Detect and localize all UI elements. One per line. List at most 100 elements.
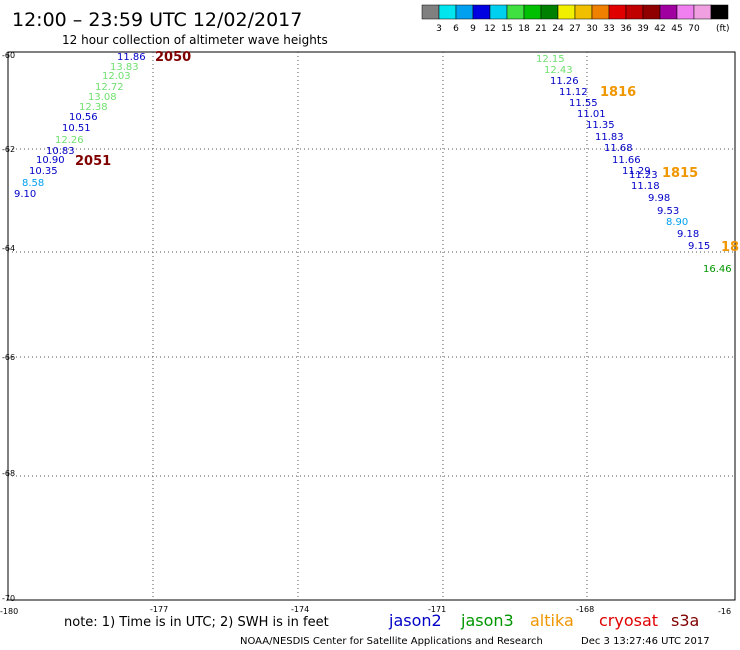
wave-height-value: 9.15 (688, 241, 710, 252)
legend-swatch (540, 4, 559, 20)
wave-height-value: 9.10 (14, 189, 36, 200)
legend-tick-label: 33 (603, 24, 614, 34)
wave-height-value: 10.90 (36, 155, 65, 166)
legend-tick-label: 18 (518, 24, 530, 34)
legend-tick-label: 30 (586, 24, 598, 34)
wave-height-value: 12.15 (536, 54, 565, 65)
pass-time-labels: 2050 2051 1816 1815 18 (75, 50, 739, 255)
longitude-labels: -180 -177 -174 -171 -168 -16 (0, 605, 731, 616)
color-legend: 3 6 9 12 15 18 21 24 27 30 33 36 39 42 45 70 (ft) (421, 4, 730, 34)
latitude-label: -66 (2, 353, 15, 362)
wave-height-value: 10.35 (29, 166, 58, 177)
legend-unit-label: (ft) (716, 24, 730, 34)
legend-swatch (693, 4, 712, 20)
map-subtitle: 12 hour collection of altimeter wave hei… (62, 33, 328, 47)
legend-tick-label: 39 (637, 24, 649, 34)
satellite-legend-s3a: s3a (671, 611, 699, 630)
wave-height-value: 12.26 (55, 135, 84, 146)
wave-height-value: 13.08 (88, 92, 117, 103)
wave-height-value: 10.56 (69, 112, 98, 123)
satellite-legend: jason2 jason3 altika cryosat s3a (388, 611, 699, 630)
map-frame (7, 51, 736, 601)
satellite-legend-jason2: jason2 (388, 611, 442, 630)
longitude-label: -171 (428, 605, 446, 614)
latitude-label: -60 (2, 51, 15, 60)
satellite-legend-altika: altika (530, 611, 574, 630)
longitude-label: -168 (576, 605, 594, 614)
legend-swatch (676, 4, 695, 20)
wave-height-value: 9.53 (657, 206, 679, 217)
wave-height-value: 9.18 (677, 229, 699, 240)
footer-credit: NOAA/NESDIS Center for Satellite Applica… (240, 636, 543, 647)
wave-height-value: 11.83 (595, 132, 624, 143)
wave-height-value: 8.90 (666, 217, 688, 228)
wave-height-value: 10.51 (62, 123, 91, 134)
legend-swatch (506, 4, 525, 20)
wave-height-value: 11.23 (629, 170, 658, 181)
legend-tick-label: 21 (535, 24, 546, 34)
pass-time-label: 18 (721, 240, 739, 255)
legend-tick-label: 27 (569, 24, 580, 34)
units-note: note: 1) Time is in UTC; 2) SWH is in fe… (64, 615, 329, 630)
pass-time-label: 2050 (155, 50, 191, 65)
legend-tick-label: 24 (552, 24, 564, 34)
wave-height-value: 11.68 (604, 143, 633, 154)
wave-height-value: 12.38 (79, 102, 108, 113)
pass-time-label: 1815 (662, 166, 698, 181)
longitude-label: -180 (0, 607, 18, 616)
legend-tick-label: 45 (671, 24, 682, 34)
legend-tick-label: 6 (453, 24, 459, 34)
wave-height-value: 12.03 (102, 71, 131, 82)
longitude-label: -174 (291, 605, 309, 614)
wave-height-value: 11.12 (559, 87, 588, 98)
legend-swatch (659, 4, 678, 20)
longitude-label: -16 (718, 607, 731, 616)
legend-swatch (642, 4, 661, 20)
legend-swatch (472, 4, 491, 20)
legend-swatch (574, 4, 593, 20)
latitude-label: -68 (2, 469, 15, 478)
wave-height-value: 9.98 (648, 193, 670, 204)
wave-height-value: 11.26 (550, 76, 579, 87)
map-title: 12:00 – 23:59 UTC 12/02/2017 (12, 9, 302, 31)
satellite-legend-cryosat: cryosat (599, 611, 658, 630)
legend-tick-label: 12 (484, 24, 495, 34)
legend-tick-label: 3 (436, 24, 442, 34)
legend-tick-label: 9 (470, 24, 476, 34)
map-grid (7, 51, 736, 601)
longitude-label: -177 (150, 605, 168, 614)
wave-height-value: 10.83 (46, 146, 75, 157)
latitude-label: -70 (2, 594, 15, 603)
legend-swatch (438, 4, 457, 20)
legend-swatch (523, 4, 542, 20)
legend-swatch (625, 4, 644, 20)
wave-height-value: 12.72 (95, 82, 124, 93)
legend-tick-label: 36 (620, 24, 632, 34)
legend-swatch (710, 4, 729, 20)
latitude-label: -64 (2, 244, 15, 253)
wave-height-value: 11.66 (612, 155, 641, 166)
legend-swatch (557, 4, 576, 20)
legend-swatch (455, 4, 474, 20)
wave-height-value: 11.29 (622, 166, 651, 177)
legend-swatch (608, 4, 627, 20)
pass-time-label: 2051 (75, 154, 111, 169)
wave-height-value: 11.55 (569, 98, 598, 109)
wave-height-value: 13.83 (110, 62, 139, 73)
legend-tick-label: 42 (654, 24, 665, 34)
wave-height-value: 11.86 (117, 52, 146, 63)
latitude-label: -62 (2, 145, 15, 154)
legend-swatch (421, 4, 440, 20)
legend-tick-label: 15 (501, 24, 512, 34)
footer-timestamp: Dec 3 13:27:46 UTC 2017 (581, 636, 710, 647)
wave-height-value: 12.43 (544, 65, 573, 76)
latitude-labels: -60 -62 -64 -66 -68 -70 (2, 51, 15, 603)
wave-height-value: 11.01 (577, 109, 606, 120)
wave-height-value: 11.18 (631, 181, 660, 192)
wave-height-value: 11.35 (586, 120, 615, 131)
wave-height-observations: 11.8613.8312.0312.7213.0812.3810.5610.51… (14, 52, 732, 275)
wave-height-value: 8.58 (22, 178, 44, 189)
legend-tick-label: 70 (688, 24, 700, 34)
